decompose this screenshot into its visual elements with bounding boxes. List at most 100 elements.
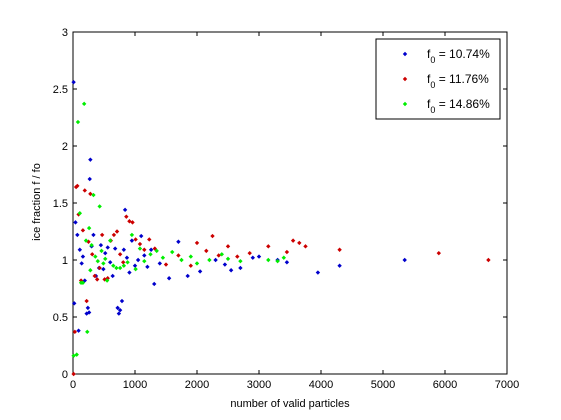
data-point (76, 328, 81, 333)
data-point (95, 258, 100, 264)
data-point (337, 263, 342, 268)
legend-entry-label: f0 = 14.86% (427, 97, 490, 115)
data-point (238, 258, 243, 264)
data-point (337, 247, 342, 252)
data-point (204, 248, 209, 254)
data-point (89, 242, 94, 248)
data-point (80, 280, 86, 285)
data-point (157, 261, 162, 266)
y-tick-label: 0 (62, 369, 68, 381)
data-point (266, 244, 271, 249)
legend-marker (402, 76, 408, 82)
data-point (91, 232, 96, 238)
y-tick-label: 0.5 (53, 312, 68, 324)
data-point (297, 240, 302, 246)
data-point (99, 248, 104, 254)
data-point (87, 176, 92, 182)
data-point (145, 264, 150, 270)
data-point (142, 258, 147, 264)
data-point (225, 244, 231, 249)
x-tick-label: 0 (70, 379, 76, 391)
data-point (111, 232, 117, 238)
data-point (284, 260, 290, 265)
data-point (197, 269, 203, 274)
data-point (105, 245, 110, 250)
data-point (176, 239, 181, 244)
data-point (86, 310, 92, 315)
x-tick-label: 1000 (123, 379, 147, 391)
data-points (71, 79, 491, 377)
data-point (238, 265, 243, 271)
data-point (93, 254, 98, 259)
data-point (163, 262, 169, 267)
data-point (72, 329, 78, 335)
data-point (80, 228, 86, 233)
data-point (129, 238, 135, 243)
data-point (117, 252, 123, 257)
data-point (170, 249, 175, 255)
data-point (228, 268, 234, 273)
data-point (275, 258, 280, 264)
data-point (402, 257, 407, 263)
x-axis-label: number of valid particles (230, 398, 350, 410)
data-point (78, 278, 84, 283)
legend: f0 = 10.74%f0 = 11.76%f0 = 14.86% (375, 38, 501, 120)
data-point (85, 305, 91, 311)
data-point (132, 263, 138, 268)
data-point (86, 225, 92, 231)
data-point (111, 263, 116, 268)
data-point (137, 246, 143, 251)
data-point (139, 233, 144, 239)
data-point (152, 281, 157, 287)
legend-marker (402, 51, 408, 57)
data-point (104, 278, 110, 283)
data-point (88, 268, 93, 273)
data-point (160, 255, 166, 260)
y-tick-label: 3 (62, 27, 68, 39)
legend-value: = 10.74% (435, 47, 490, 61)
legend-subscript: 0 (430, 105, 435, 115)
x-tick-label: 3000 (247, 379, 271, 391)
data-point (124, 214, 129, 219)
data-point (71, 371, 76, 377)
data-point (256, 254, 262, 259)
legend-symbol: f (427, 72, 431, 86)
y-tick-label: 2 (62, 141, 68, 153)
data-point (137, 241, 143, 247)
data-point (290, 238, 296, 243)
data-point (188, 254, 193, 259)
data-point (103, 250, 108, 256)
data-point (97, 265, 102, 271)
data-point (135, 257, 141, 263)
data-point (119, 298, 125, 304)
y-tick-label: 1.5 (53, 198, 68, 210)
data-point (97, 204, 102, 209)
data-point (194, 240, 200, 246)
data-point (235, 254, 240, 259)
x-tick-label: 4000 (309, 379, 333, 391)
data-point (108, 238, 113, 243)
data-point (83, 238, 89, 243)
data-point (127, 270, 132, 275)
data-point (79, 261, 84, 266)
data-point (84, 298, 89, 304)
legend-symbol: f (427, 97, 431, 111)
data-point (284, 249, 290, 255)
x-tick-label: 2000 (185, 379, 209, 391)
data-point (315, 270, 321, 275)
data-point (133, 237, 138, 242)
data-point (129, 232, 135, 238)
legend-subscript: 0 (430, 55, 435, 65)
data-point (266, 257, 271, 263)
data-point (75, 119, 81, 125)
data-point (117, 307, 123, 313)
data-point (210, 233, 215, 239)
data-point (194, 261, 200, 266)
legend-marker (402, 101, 408, 107)
data-point (81, 101, 87, 107)
data-point (77, 247, 83, 252)
data-point (121, 247, 127, 252)
data-point (101, 261, 106, 266)
legend-value: = 14.86% (435, 97, 490, 111)
legend-value: = 11.76% (435, 72, 489, 86)
